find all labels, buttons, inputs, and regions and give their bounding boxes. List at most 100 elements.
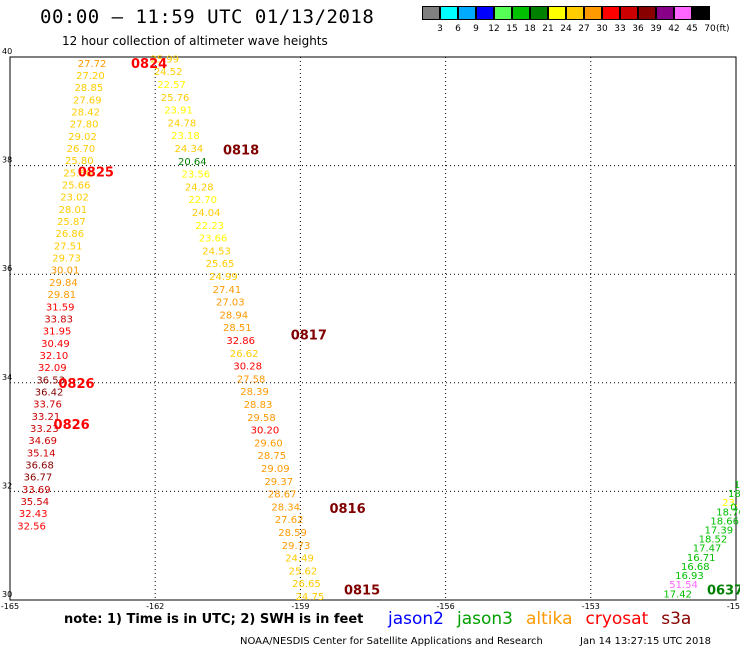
legend-label: 70	[704, 24, 716, 34]
cryosat-wave-height: 33.21	[32, 412, 61, 423]
legend-swatch	[692, 6, 710, 20]
altika-wave-height: 30.28	[233, 362, 262, 373]
latitude-tick-label: 32	[2, 481, 12, 490]
credit-line: NOAA/NESDIS Center for Satellite Applica…	[240, 636, 543, 647]
satellite-s3a: s3a	[661, 609, 692, 629]
legend-swatch	[548, 6, 566, 20]
legend-swatch	[476, 6, 494, 20]
legend-label: 27	[578, 24, 590, 34]
legend-label: 36	[632, 24, 644, 34]
altika-wave-height: 24.49	[285, 554, 314, 565]
jason3-wave-height: 18.76	[716, 507, 740, 518]
latitude-tick-label: 30	[2, 590, 12, 599]
legend-label: 30	[596, 24, 608, 34]
legend-label: 12	[488, 24, 500, 34]
map-frame	[9, 56, 737, 601]
altika-wave-height: 29.73	[282, 541, 311, 552]
jason3-wave-height: 0	[730, 502, 736, 513]
jason3-wave-height: 17.47	[693, 544, 722, 555]
cryosat-wave-height: 33.76	[33, 400, 62, 411]
legend-swatch	[440, 6, 458, 20]
jason3-wave-height: 16.93	[675, 571, 704, 582]
altika-wave-height: 23.56	[181, 170, 210, 181]
pass-time-label: 0637	[707, 584, 740, 599]
legend-swatch	[494, 6, 512, 20]
altika-wave-height: 25.76	[161, 93, 190, 104]
altika-wave-height: 22.57	[157, 80, 186, 91]
cryosat-wave-height: 27.20	[76, 71, 105, 82]
longitude-tick-label: -159	[291, 602, 309, 611]
cryosat-wave-height: 25.60	[63, 168, 92, 179]
longitude-tick-label: -162	[146, 602, 164, 611]
cryosat-wave-height: 30.49	[41, 339, 70, 350]
pass-time-label: 0815	[344, 584, 380, 599]
page-title: 00:00 – 11:59 UTC 01/13/2018	[40, 6, 375, 28]
cryosat-wave-height: 29.02	[68, 132, 97, 143]
legend-label: 33	[614, 24, 626, 34]
altika-wave-height: 28.34	[271, 502, 300, 513]
cryosat-wave-height: 25.87	[57, 217, 86, 228]
altika-wave-height: 25.62	[289, 566, 318, 577]
satellite-key: jason2 jason3 altika cryosat s3a	[388, 609, 704, 629]
pass-time-label: 0826	[58, 377, 94, 392]
latitude-tick-label: 36	[2, 264, 12, 273]
jason3-wave-height: 18.66	[710, 516, 739, 527]
jason3-wave-height: 16.71	[687, 553, 716, 564]
cryosat-wave-height: 32.56	[17, 521, 46, 532]
cryosat-wave-height: 29.84	[49, 278, 78, 289]
satellite-jason2: jason2	[388, 609, 444, 629]
jason3-wave-height: 51.54	[669, 580, 698, 591]
pass-time-label: 0824	[131, 57, 167, 72]
cryosat-wave-height: 33.23	[30, 424, 59, 435]
altika-wave-height: 23.18	[171, 131, 200, 142]
cryosat-wave-height: 26.86	[55, 229, 84, 240]
cryosat-wave-height: 35.54	[20, 497, 49, 508]
altika-wave-height: 29.60	[254, 438, 283, 449]
pass-time-label: 0818	[223, 144, 259, 159]
satellite-altika: altika	[526, 609, 573, 629]
altika-wave-height: 28.59	[278, 528, 307, 539]
cryosat-wave-height: 28.42	[71, 107, 100, 118]
altika-wave-height: 27.58	[237, 374, 266, 385]
cryosat-wave-height: 31.59	[46, 302, 75, 313]
latitude-tick-label: 40	[2, 47, 12, 56]
jason3-wave-height: 17.39	[705, 525, 734, 536]
altika-wave-height: 24.28	[185, 182, 214, 193]
altika-wave-height: 28.67	[268, 490, 297, 501]
altika-wave-height: 24.78	[168, 118, 197, 129]
legend-label: 21	[542, 24, 554, 34]
altika-wave-height: 23.66	[199, 234, 228, 245]
cryosat-wave-height: 26.70	[67, 144, 96, 155]
satellite-jason3: jason3	[457, 609, 513, 629]
cryosat-wave-height: 36.42	[35, 387, 64, 398]
altika-wave-height: 28.39	[240, 387, 269, 398]
altika-wave-height: 27.41	[213, 285, 242, 296]
cryosat-wave-height: 27.69	[73, 95, 102, 106]
legend-unit: (ft)	[716, 24, 730, 34]
latitude-tick-label: 34	[2, 373, 12, 382]
altika-wave-height: 24.34	[175, 144, 204, 155]
altika-wave-height: 28.75	[258, 451, 287, 462]
altika-wave-height: 20.64	[178, 157, 207, 168]
cryosat-wave-height: 33.83	[44, 314, 73, 325]
legend-swatch	[674, 6, 692, 20]
legend-label: 3	[437, 24, 443, 34]
altika-wave-height: 24.75	[296, 592, 325, 603]
cryosat-wave-height: 36.77	[24, 473, 53, 484]
altika-wave-height: 27.03	[216, 298, 245, 309]
legend-swatch	[566, 6, 584, 20]
altika-wave-height: 24.99	[209, 272, 238, 283]
altika-wave-height: 25.65	[206, 259, 235, 270]
legend-label: 18	[524, 24, 536, 34]
pass-time-label: 0817	[291, 328, 327, 343]
satellite-cryosat: cryosat	[585, 609, 649, 629]
cryosat-wave-height: 27.72	[78, 59, 107, 70]
altika-wave-height: 29.37	[264, 477, 293, 488]
longitude-tick-label: -165	[1, 602, 19, 611]
altika-wave-height: 26.62	[230, 349, 259, 360]
legend-label: 24	[560, 24, 572, 34]
legend-label: 45	[686, 24, 698, 34]
altika-wave-height: 29.09	[261, 464, 290, 475]
cryosat-wave-height: 29.73	[52, 254, 81, 265]
altika-wave-height: 28.83	[244, 400, 273, 411]
